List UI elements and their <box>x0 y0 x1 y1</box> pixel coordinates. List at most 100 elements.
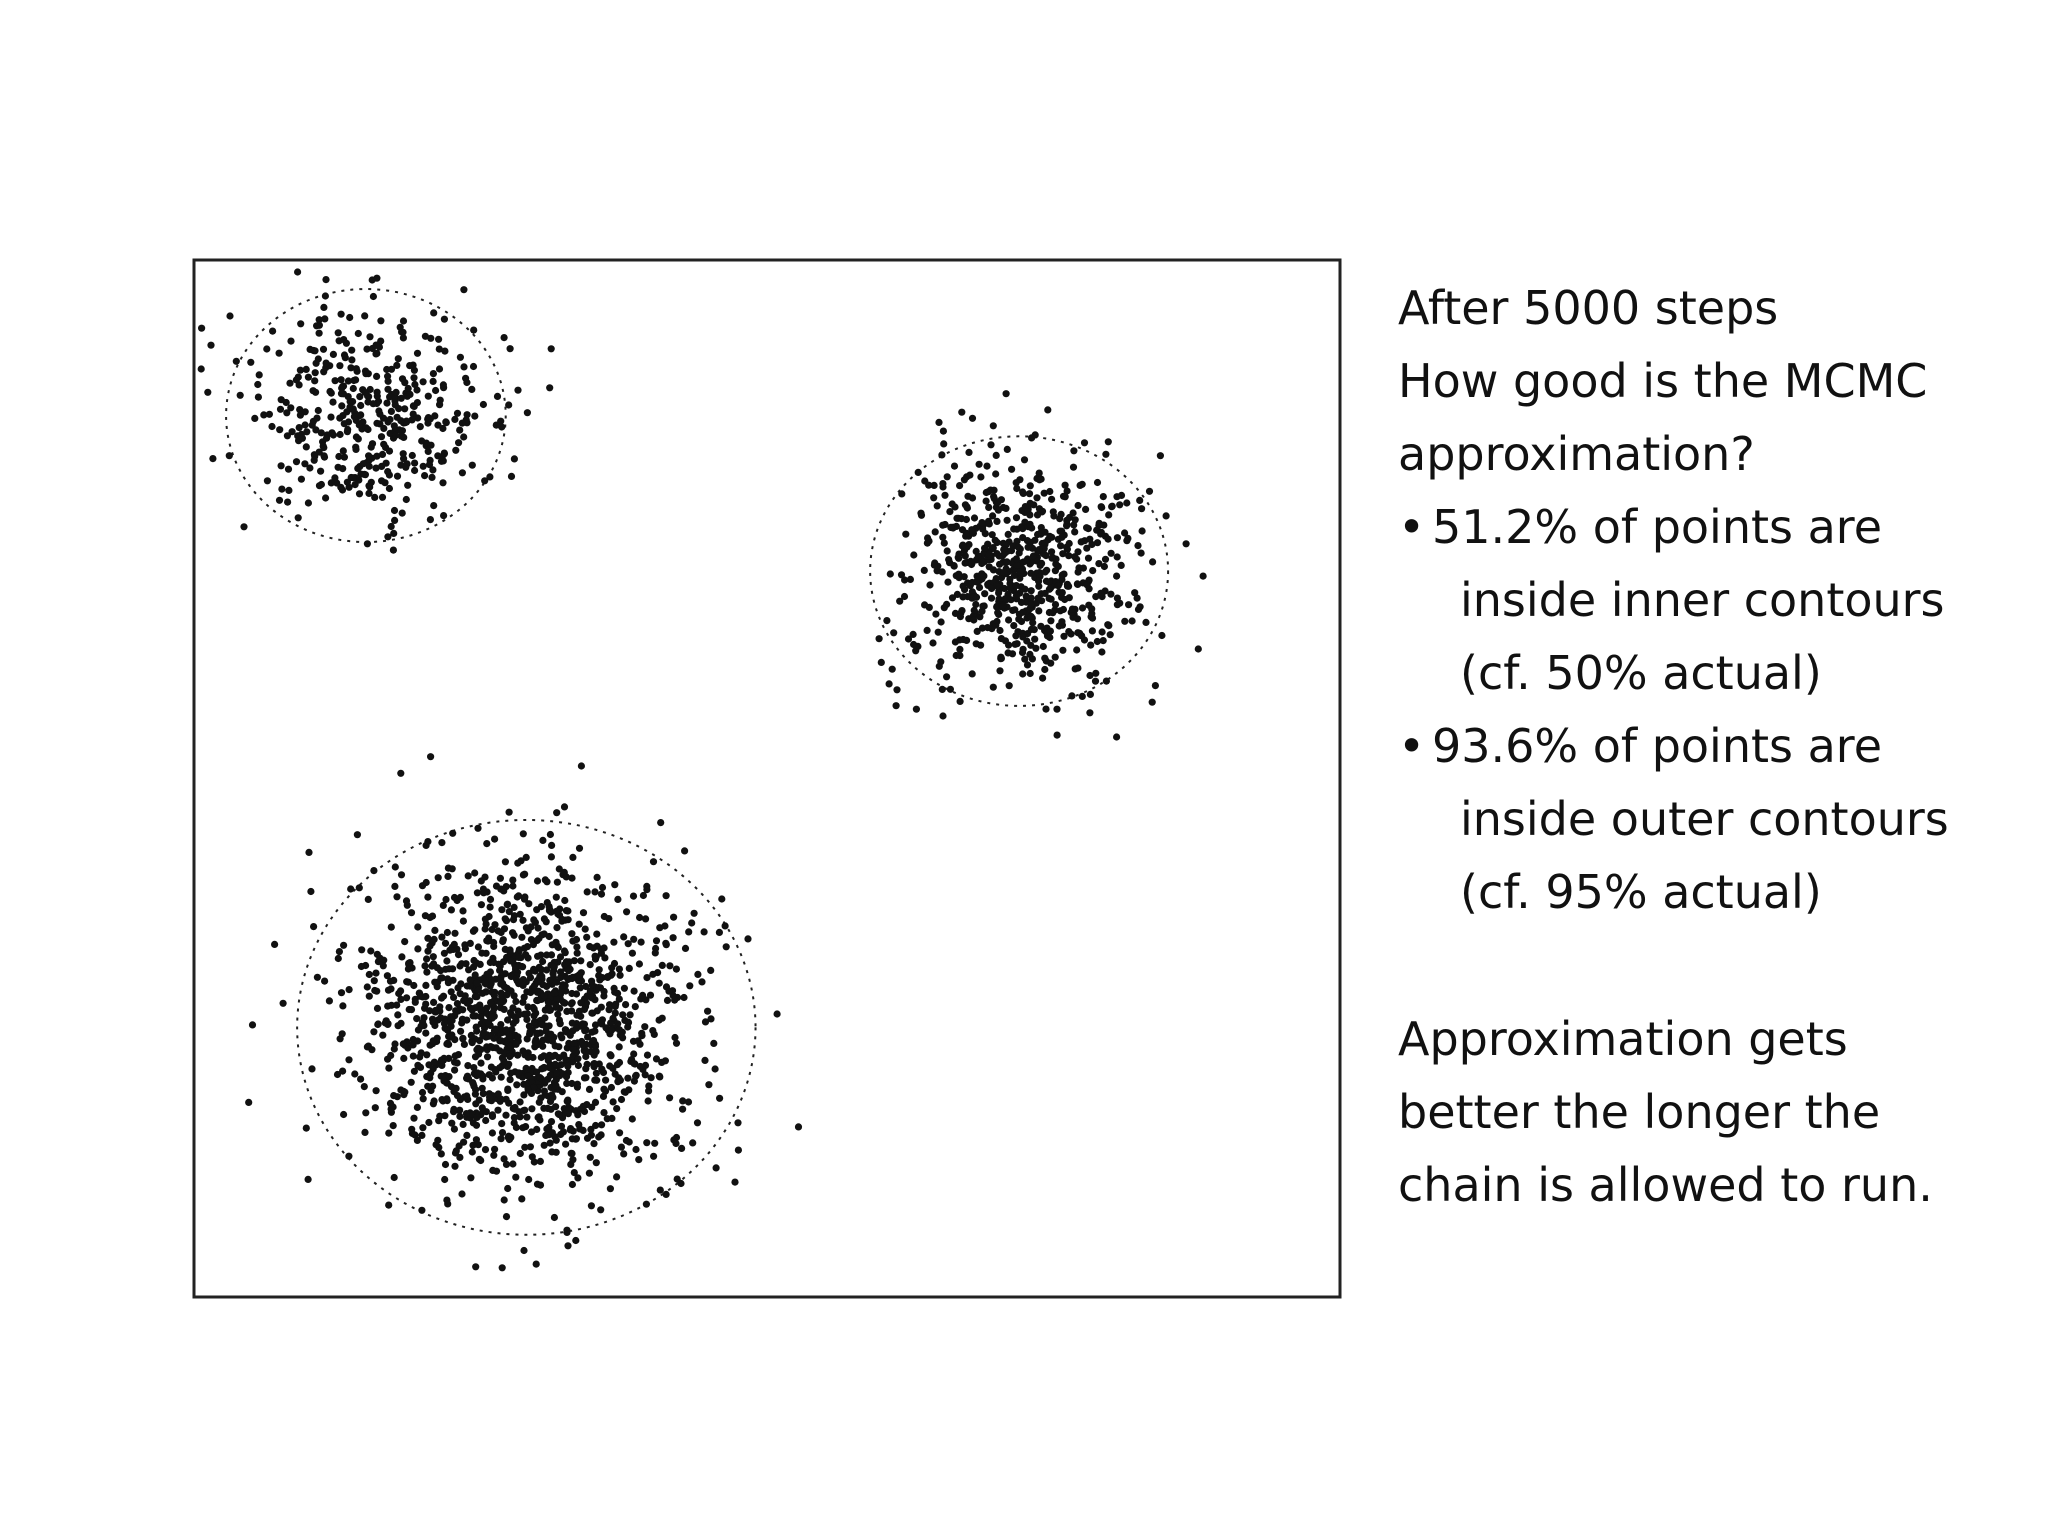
data-point <box>283 432 291 440</box>
data-point <box>503 900 512 908</box>
data-point <box>500 1155 508 1163</box>
data-point <box>546 1071 554 1079</box>
data-point <box>284 498 292 506</box>
data-point <box>1078 480 1086 488</box>
data-point <box>591 1027 599 1035</box>
data-point <box>490 938 498 947</box>
data-point <box>620 1150 628 1158</box>
data-point <box>1003 558 1011 566</box>
data-point <box>598 1016 607 1024</box>
data-point <box>950 562 958 570</box>
data-point <box>534 978 542 986</box>
data-point <box>296 366 304 374</box>
data-point <box>377 433 386 441</box>
data-point <box>402 418 411 426</box>
data-point <box>545 932 553 941</box>
data-point <box>315 329 323 337</box>
data-point <box>480 889 488 897</box>
data-point <box>1042 705 1050 713</box>
data-point <box>563 1226 571 1234</box>
data-point <box>410 1067 418 1075</box>
data-point <box>418 1206 426 1214</box>
data-point <box>371 1104 379 1112</box>
data-point <box>435 335 443 343</box>
data-point <box>670 913 678 921</box>
data-point <box>497 1135 505 1143</box>
data-point <box>572 1024 581 1032</box>
data-point <box>497 1021 505 1029</box>
data-point <box>1035 469 1043 477</box>
data-point <box>544 1036 553 1044</box>
data-point <box>322 494 330 502</box>
data-point <box>294 514 302 522</box>
data-point <box>430 1058 438 1066</box>
data-point <box>475 1155 483 1163</box>
data-point <box>565 1103 573 1111</box>
data-point <box>607 1083 616 1092</box>
data-point <box>409 1052 417 1060</box>
data-point <box>384 468 392 476</box>
data-point <box>393 361 401 369</box>
data-point <box>486 903 494 911</box>
data-point <box>247 358 255 366</box>
data-point <box>1023 556 1031 564</box>
data-point <box>555 1054 563 1062</box>
data-point <box>464 872 472 880</box>
data-point <box>515 948 523 956</box>
data-point <box>397 995 405 1004</box>
data-point <box>656 1186 664 1194</box>
data-point <box>461 941 469 949</box>
data-point <box>944 578 952 586</box>
data-point <box>431 1006 440 1015</box>
data-point <box>1102 450 1110 458</box>
data-point <box>334 954 342 963</box>
data-point <box>643 1051 652 1059</box>
data-point <box>349 398 357 406</box>
data-point <box>533 988 541 996</box>
data-point <box>609 1064 617 1072</box>
data-point <box>367 443 375 451</box>
data-point <box>411 459 419 467</box>
data-point <box>547 1030 555 1038</box>
data-point <box>993 617 1001 626</box>
data-point <box>511 1105 519 1113</box>
data-point <box>406 959 414 967</box>
data-point <box>311 369 319 377</box>
data-point <box>657 819 665 827</box>
data-point <box>1003 445 1011 453</box>
data-point <box>475 1096 483 1104</box>
data-point <box>382 1017 390 1025</box>
data-point <box>939 427 948 435</box>
data-point <box>968 527 976 535</box>
data-point <box>507 1069 515 1077</box>
data-point <box>334 329 342 337</box>
data-point <box>890 629 898 637</box>
data-point <box>502 1111 510 1119</box>
data-point <box>939 533 947 541</box>
data-point <box>467 1031 475 1039</box>
data-point <box>410 366 418 374</box>
data-point <box>1084 554 1093 562</box>
data-point <box>1058 589 1066 597</box>
data-point <box>642 915 650 923</box>
data-point <box>421 472 429 480</box>
data-point <box>507 472 516 480</box>
data-point <box>481 1146 490 1154</box>
data-point <box>429 953 437 961</box>
data-point <box>533 996 541 1005</box>
data-point <box>337 310 345 318</box>
data-point <box>630 1077 639 1085</box>
data-point <box>320 368 328 376</box>
data-point <box>585 1085 594 1093</box>
data-point <box>313 322 321 330</box>
data-point <box>1021 585 1029 593</box>
data-point <box>470 956 478 965</box>
data-point <box>568 1007 576 1015</box>
data-point <box>1092 593 1100 601</box>
data-point <box>582 1026 590 1034</box>
data-point <box>1078 632 1086 640</box>
data-point <box>548 1129 556 1137</box>
data-point <box>994 498 1002 506</box>
data-point <box>1080 439 1089 447</box>
data-point <box>1003 595 1011 603</box>
